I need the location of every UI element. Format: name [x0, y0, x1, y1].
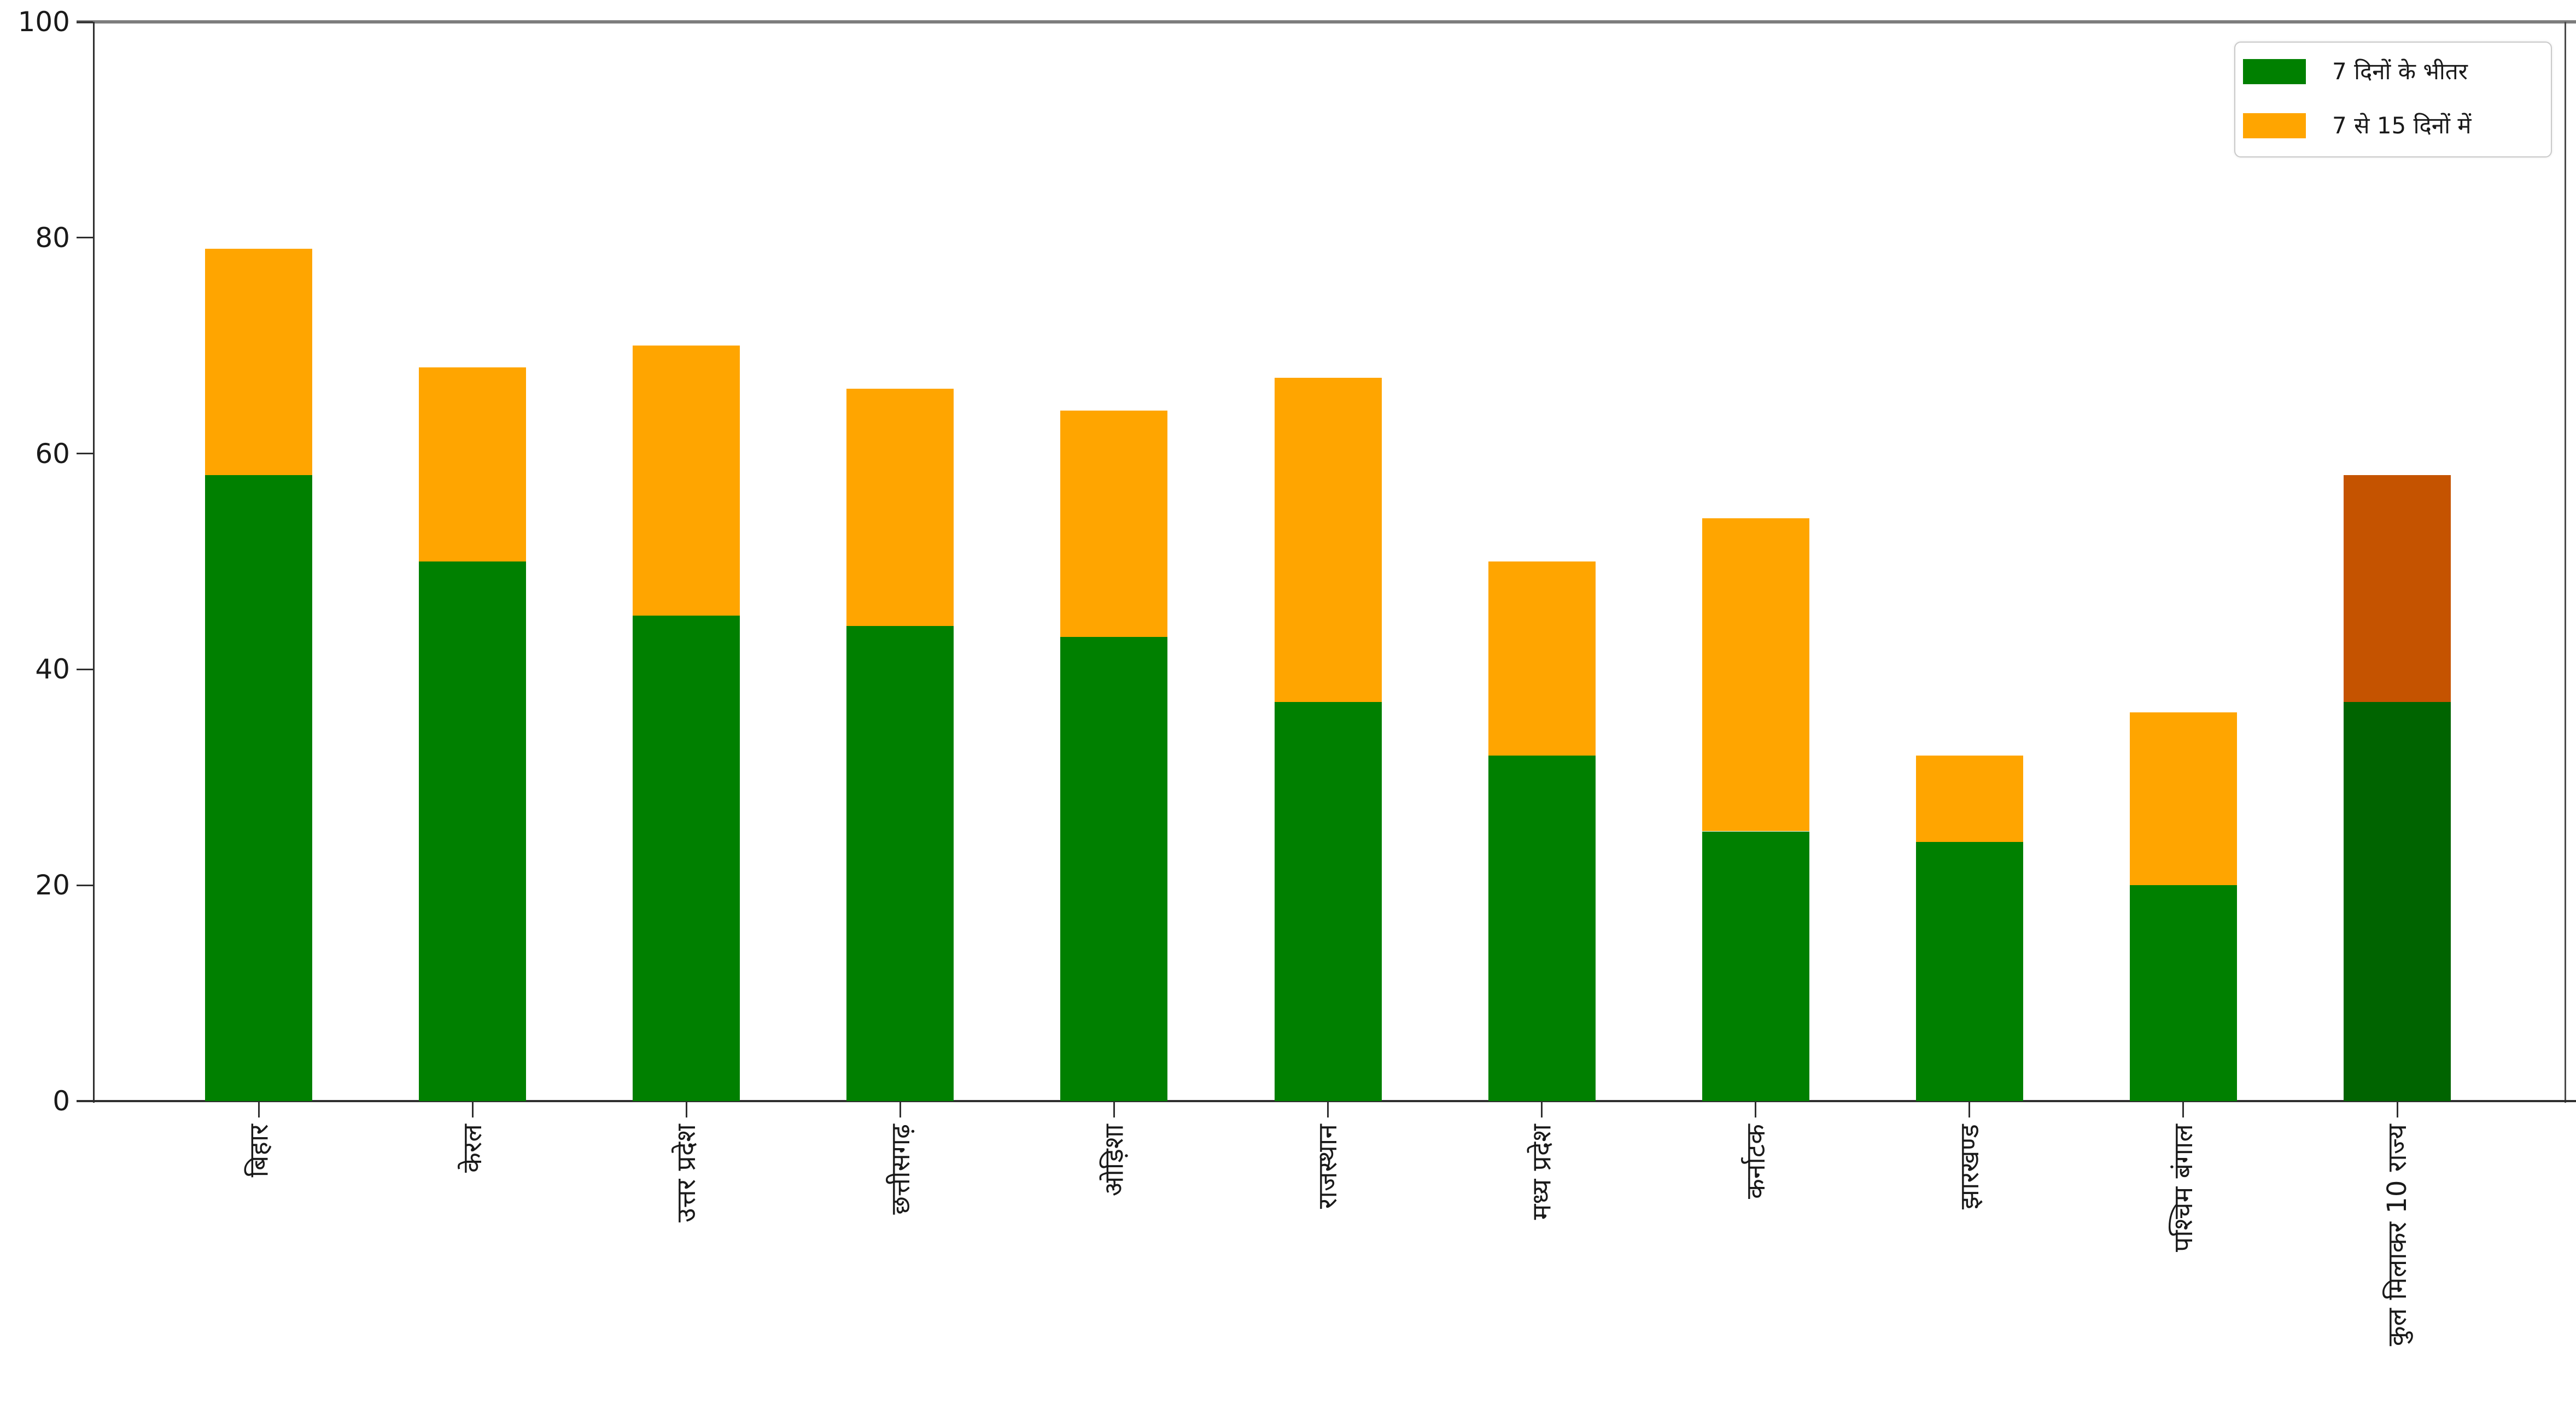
- x-tick-mark: [1113, 1101, 1115, 1117]
- y-tick-mark: [77, 21, 93, 23]
- bar-segment-7-to-15-days: [846, 389, 954, 627]
- x-tick-mark: [1541, 1101, 1543, 1117]
- bar-segment-within-7-days: [2129, 885, 2237, 1101]
- x-tick-label: झारखण्ड: [1954, 1124, 1985, 1210]
- y-tick-mark: [77, 668, 93, 670]
- bar-segment-within-7-days: [1274, 701, 1382, 1101]
- x-tick-label: उत्तर प्रदेश: [671, 1124, 702, 1222]
- bar-segment-7-to-15-days: [1488, 561, 1596, 756]
- bar-segment-7-to-15-days: [1915, 756, 2023, 842]
- x-tick-mark: [1968, 1101, 1971, 1117]
- bar-segment-7-to-15-days: [205, 248, 312, 476]
- bar-segment-7-to-15-days: [2344, 475, 2451, 702]
- right-spine: [2565, 22, 2566, 1103]
- x-tick-label: केरल: [457, 1124, 488, 1173]
- y-tick-label: 20: [35, 869, 70, 902]
- y-tick-label: 100: [17, 6, 70, 38]
- bar-segment-7-to-15-days: [1702, 518, 1809, 832]
- y-tick-mark: [77, 453, 93, 455]
- x-tick-label: कर्नाटक: [1740, 1124, 1771, 1199]
- y-tick-mark: [77, 884, 93, 886]
- y-tick-label: 80: [35, 221, 70, 254]
- x-tick-label: बिहार: [243, 1124, 274, 1178]
- bar-segment-7-to-15-days: [2129, 712, 2237, 886]
- x-tick-mark: [258, 1101, 260, 1117]
- x-tick-mark: [685, 1101, 687, 1117]
- y-axis-spine: [93, 22, 95, 1103]
- bar-segment-within-7-days: [2344, 701, 2451, 1101]
- x-tick-label: पश्चिम बंगाल: [2168, 1124, 2199, 1252]
- y-tick-mark: [77, 1100, 93, 1102]
- bar-segment-7-to-15-days: [1274, 378, 1382, 702]
- bar-segment-7-to-15-days: [419, 367, 527, 561]
- legend-item-label: 7 से 15 दिनों में: [2332, 112, 2472, 139]
- y-tick-mark: [77, 237, 93, 239]
- legend-item-label: 7 दिनों के भीतर: [2332, 58, 2468, 85]
- x-tick-mark: [2182, 1101, 2184, 1117]
- x-tick-mark: [899, 1101, 901, 1117]
- x-tick-mark: [1327, 1101, 1329, 1117]
- x-tick-mark: [2396, 1101, 2398, 1117]
- bar-segment-within-7-days: [1060, 637, 1168, 1101]
- x-tick-mark: [1755, 1101, 1757, 1117]
- bar-segment-within-7-days: [1915, 842, 2023, 1101]
- x-tick-label: ओड़िशा: [1099, 1124, 1130, 1197]
- bar-segment-within-7-days: [846, 626, 954, 1101]
- x-tick-label: छत्तीसगढ़: [885, 1124, 916, 1215]
- bar-segment-7-to-15-days: [633, 346, 740, 616]
- bar-segment-within-7-days: [419, 561, 527, 1101]
- bar-segment-within-7-days: [1488, 756, 1596, 1101]
- x-axis-baseline: [77, 1100, 2576, 1102]
- y-tick-label: 0: [52, 1085, 70, 1117]
- bar-segment-within-7-days: [205, 475, 312, 1101]
- legend-item: 7 दिनों के भीतर: [2243, 59, 2468, 84]
- legend-swatch-icon: [2243, 113, 2306, 138]
- x-tick-label: कुल मिलाकर 10 राज्य: [2382, 1124, 2413, 1347]
- y-tick-label: 60: [35, 437, 70, 470]
- bar-segment-7-to-15-days: [1060, 410, 1168, 637]
- bar-segment-within-7-days: [1702, 831, 1809, 1101]
- legend-swatch-icon: [2243, 59, 2306, 84]
- x-tick-label: मध्य प्रदेश: [1526, 1124, 1557, 1220]
- y-tick-label: 40: [35, 653, 70, 686]
- legend-item: 7 से 15 दिनों में: [2243, 113, 2471, 138]
- figure-top-border: [77, 20, 2576, 24]
- x-tick-label: राजस्थान: [1312, 1124, 1344, 1209]
- legend: 7 दिनों के भीतर 7 से 15 दिनों में: [2234, 42, 2552, 157]
- bar-segment-within-7-days: [633, 615, 740, 1101]
- x-tick-mark: [471, 1101, 474, 1117]
